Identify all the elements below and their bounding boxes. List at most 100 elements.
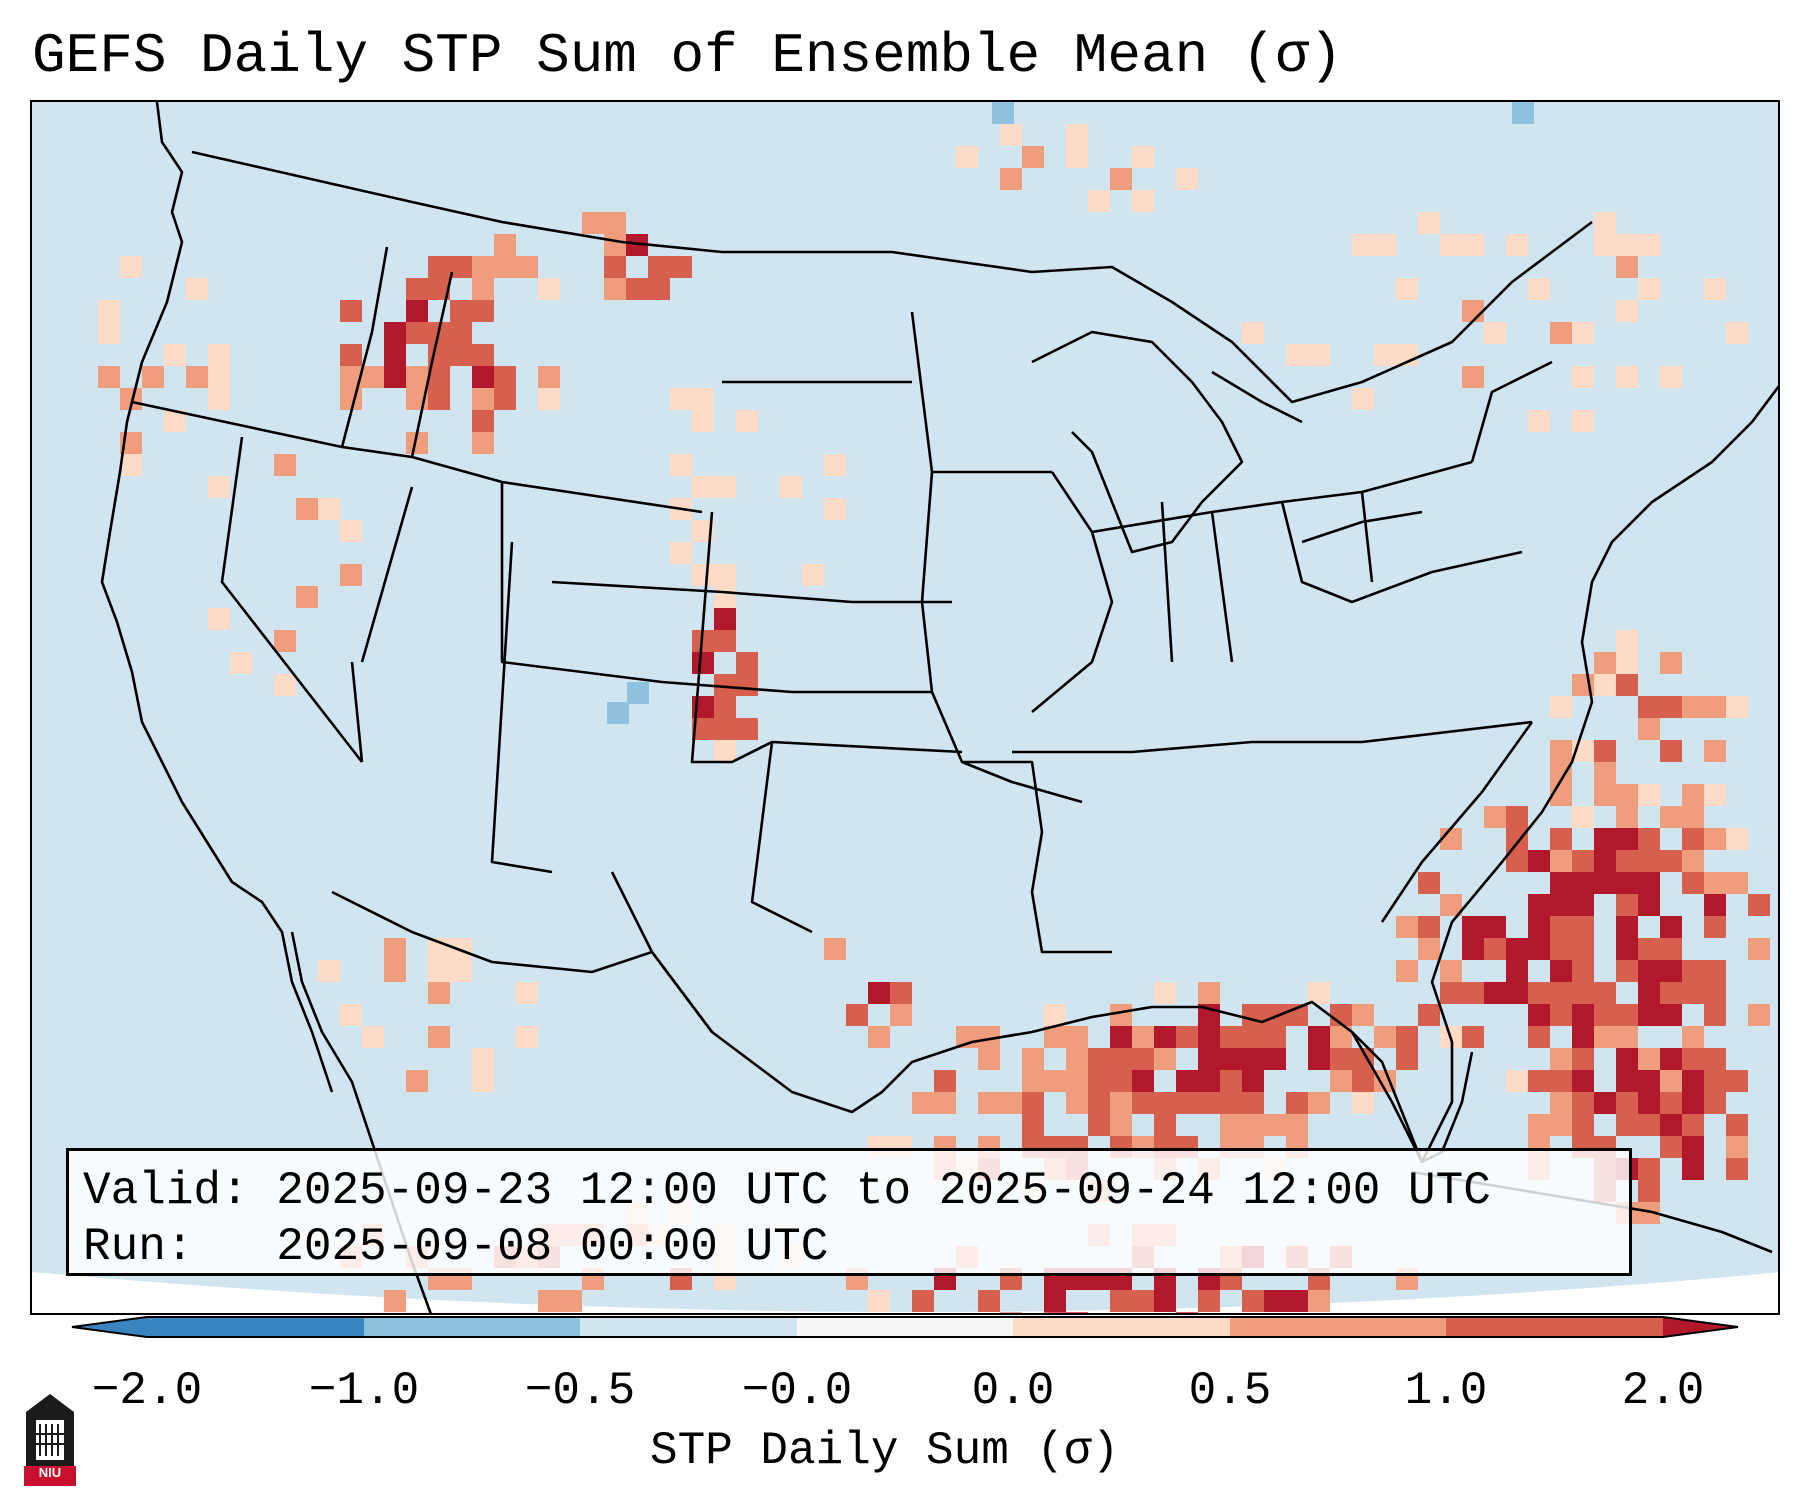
stp-anomaly-cells: [98, 102, 1770, 1313]
stp-cell: [1704, 1048, 1726, 1070]
stp-cell: [1638, 1202, 1660, 1224]
stp-cell: [384, 938, 406, 960]
stp-cell: [1264, 1114, 1286, 1136]
stp-cell: [1220, 1070, 1242, 1092]
stp-cell: [1110, 1114, 1132, 1136]
stp-cell: [208, 476, 230, 498]
stp-cell: [384, 366, 406, 388]
stp-cell: [1638, 960, 1660, 982]
stp-cell: [340, 300, 362, 322]
stp-cell: [1066, 1092, 1088, 1114]
stp-cell: [1550, 1114, 1572, 1136]
stp-cell: [1088, 190, 1110, 212]
stp-cell: [1572, 1114, 1594, 1136]
stp-cell: [1418, 212, 1440, 234]
stp-cell: [1682, 784, 1704, 806]
stp-cell: [1022, 1070, 1044, 1092]
stp-cell: [1154, 982, 1176, 1004]
colorbar-tick-label: −0.5: [524, 1365, 636, 1417]
stp-cell: [1374, 234, 1396, 256]
stp-cell: [1308, 982, 1330, 1004]
stp-cell: [1110, 1092, 1132, 1114]
stp-cell: [692, 652, 714, 674]
stp-cell: [1484, 806, 1506, 828]
stp-cell: [1462, 1026, 1484, 1048]
stp-cell: [406, 322, 428, 344]
stp-cell: [934, 1070, 956, 1092]
pacific-coastline: [100, 102, 334, 1093]
stp-cell: [1638, 938, 1660, 960]
stp-cell: [384, 344, 406, 366]
stp-cell: [472, 256, 494, 278]
stp-cell: [1616, 872, 1638, 894]
stp-cell: [1462, 938, 1484, 960]
stp-cell: [318, 960, 340, 982]
colorbar-tick-label: 0.5: [1188, 1365, 1272, 1417]
stp-cell: [1374, 344, 1396, 366]
stp-cell: [1506, 828, 1528, 850]
stp-cell: [648, 256, 670, 278]
stp-cell: [1220, 1048, 1242, 1070]
stp-cell: [1066, 1026, 1088, 1048]
stp-cell: [1594, 982, 1616, 1004]
stp-cell: [428, 982, 450, 1004]
stp-cell: [1352, 1070, 1374, 1092]
stp-cell: [1616, 1070, 1638, 1092]
stp-cell: [406, 1070, 428, 1092]
stp-cell: [472, 366, 494, 388]
stp-cell: [1506, 806, 1528, 828]
stp-cell: [692, 410, 714, 432]
stp-cell: [1198, 1026, 1220, 1048]
stp-cell: [1176, 1070, 1198, 1092]
stp-cell: [1550, 938, 1572, 960]
stp-cell: [406, 366, 428, 388]
stp-cell: [1594, 828, 1616, 850]
stp-cell: [1022, 1114, 1044, 1136]
colorbar-tick-label: −2.0: [91, 1365, 203, 1417]
gulf-coastline: [610, 871, 1424, 1163]
stp-cell: [1550, 894, 1572, 916]
stp-cell: [714, 718, 736, 740]
colorbar-segment-2: [364, 1317, 580, 1337]
stp-cell: [1044, 1312, 1066, 1313]
stp-cell: [1638, 278, 1660, 300]
stp-cell: [1594, 740, 1616, 762]
state-lines-east: [1091, 360, 1553, 923]
stp-cell: [1110, 1004, 1132, 1026]
stp-cell: [164, 344, 186, 366]
stp-cell: [824, 498, 846, 520]
stp-cell: [1550, 762, 1572, 784]
stp-cell: [1616, 916, 1638, 938]
stp-cell: [1308, 1092, 1330, 1114]
stp-cell: [1242, 1048, 1264, 1070]
stp-cell: [1616, 256, 1638, 278]
stp-cell: [670, 388, 692, 410]
stp-cell: [824, 454, 846, 476]
stp-cell: [1440, 982, 1462, 1004]
stp-cell: [472, 432, 494, 454]
stp-cell: [1550, 872, 1572, 894]
stp-cell: [1132, 1290, 1154, 1312]
stp-cell: [1550, 1070, 1572, 1092]
stp-cell: [1572, 872, 1594, 894]
stp-cell: [1572, 1004, 1594, 1026]
stp-cell: [1660, 366, 1682, 388]
stp-cell: [1748, 1004, 1770, 1026]
stp-cell: [406, 278, 428, 300]
mexico-border: [331, 890, 714, 1033]
stp-cell: [472, 410, 494, 432]
stp-cell: [1396, 960, 1418, 982]
stp-cell: [1242, 1070, 1264, 1092]
stp-cell: [1198, 982, 1220, 1004]
colorbar-tick-label: −1.0: [308, 1365, 420, 1417]
stp-cell: [1528, 1114, 1550, 1136]
stp-cell: [1418, 938, 1440, 960]
stp-cell: [1682, 1136, 1704, 1158]
stp-cell: [340, 1004, 362, 1026]
stp-cell: [1352, 1004, 1374, 1026]
stp-cell: [1066, 1070, 1088, 1092]
stp-cell: [1682, 850, 1704, 872]
stp-cell: [627, 682, 649, 704]
stp-cell: [1550, 982, 1572, 1004]
stp-cell: [1418, 1004, 1440, 1026]
